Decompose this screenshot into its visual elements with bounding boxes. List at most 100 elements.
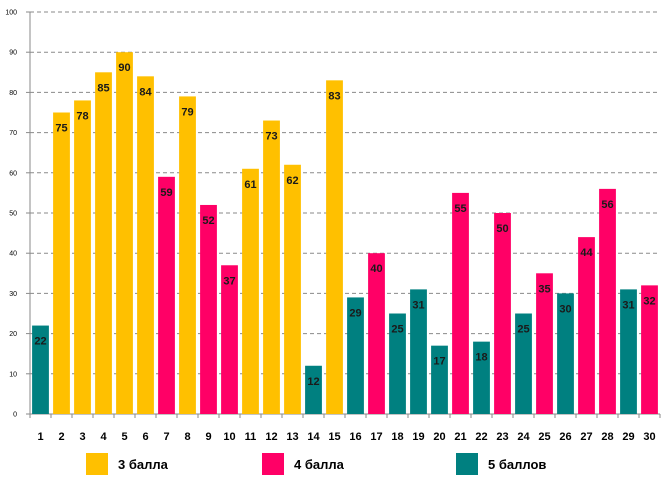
- data-label-18: 25: [391, 324, 403, 336]
- y-tick-label-100: 100: [5, 10, 17, 17]
- data-label-25: 35: [538, 283, 550, 295]
- data-label-28: 56: [601, 199, 613, 211]
- bar-29: [620, 289, 637, 414]
- data-label-21: 55: [454, 203, 466, 215]
- x-tick-label-30: 30: [643, 431, 655, 443]
- x-tick-label-5: 5: [121, 431, 127, 443]
- bars: [32, 52, 658, 415]
- x-tick-label-12: 12: [265, 431, 277, 443]
- x-tick-label-13: 13: [286, 431, 298, 443]
- data-label-22: 18: [475, 352, 487, 364]
- data-label-26: 30: [559, 303, 571, 315]
- x-tick-label-3: 3: [79, 431, 85, 443]
- x-tick-label-6: 6: [142, 431, 148, 443]
- x-tick-label-25: 25: [538, 431, 550, 443]
- x-tick-label-2: 2: [58, 431, 64, 443]
- bar-13: [284, 164, 301, 414]
- x-tick-label-4: 4: [100, 431, 107, 443]
- x-tick-label-27: 27: [580, 431, 592, 443]
- data-label-15: 83: [328, 90, 340, 102]
- x-tick-label-11: 11: [245, 431, 257, 443]
- bar-24: [515, 313, 532, 414]
- data-label-5: 90: [118, 62, 130, 74]
- bar-22: [473, 341, 490, 414]
- bar-23: [494, 213, 511, 414]
- x-tick-label-22: 22: [475, 431, 487, 443]
- x-tick-label-21: 21: [454, 431, 466, 443]
- bar-2: [53, 112, 70, 414]
- data-label-20: 17: [433, 356, 445, 368]
- x-tick-label-23: 23: [496, 431, 508, 443]
- data-label-19: 31: [412, 299, 424, 311]
- bar-19: [410, 289, 427, 414]
- y-tick-label-80: 80: [9, 90, 17, 97]
- data-label-6: 84: [139, 86, 152, 98]
- bar-17: [368, 253, 385, 414]
- x-tick-label-14: 14: [307, 431, 320, 443]
- y-tick-label-60: 60: [9, 170, 17, 177]
- bar-12: [263, 120, 280, 414]
- x-tick-label-18: 18: [391, 431, 403, 443]
- grid-lines: [30, 11, 660, 375]
- x-tick-label-8: 8: [184, 431, 190, 443]
- x-tick-label-29: 29: [622, 431, 634, 443]
- legend-swatch-3-balla: [86, 453, 108, 475]
- y-tick-label-70: 70: [9, 130, 17, 137]
- x-tick-label-10: 10: [223, 431, 235, 443]
- bar-14: [305, 365, 322, 414]
- x-tick-label-16: 16: [349, 431, 361, 443]
- data-label-10: 37: [223, 275, 235, 287]
- bar-15: [326, 80, 343, 414]
- bar-10: [221, 265, 238, 414]
- legend-item-4-balla: 4 балла: [262, 452, 344, 476]
- bar-21: [452, 192, 469, 414]
- bar-18: [389, 313, 406, 414]
- data-label-11: 61: [244, 179, 256, 191]
- bar-3: [74, 100, 91, 414]
- x-tick-label-28: 28: [601, 431, 613, 443]
- x-tick-label-19: 19: [412, 431, 424, 443]
- bar-20: [431, 345, 448, 414]
- data-label-7: 59: [160, 187, 172, 199]
- x-tick-label-26: 26: [559, 431, 571, 443]
- legend-swatch-5-ballov: [456, 453, 478, 475]
- bar-28: [599, 188, 616, 414]
- data-label-12: 73: [265, 131, 277, 143]
- bar-8: [179, 96, 196, 415]
- y-tick-label-20: 20: [9, 331, 17, 338]
- bar-5: [116, 52, 133, 414]
- y-tick-label-0: 0: [13, 412, 17, 419]
- x-tick-label-15: 15: [328, 431, 340, 443]
- data-label-16: 29: [349, 307, 361, 319]
- x-tick-label-9: 9: [205, 431, 211, 443]
- x-tick-label-20: 20: [433, 431, 445, 443]
- data-label-30: 32: [643, 295, 655, 307]
- data-label-29: 31: [622, 299, 634, 311]
- data-label-3: 78: [76, 110, 88, 122]
- legend-item-3-balla: 3 балла: [86, 452, 168, 476]
- bar-25: [536, 273, 553, 414]
- data-label-27: 44: [580, 247, 593, 259]
- bar-4: [95, 72, 112, 415]
- x-tick-label-24: 24: [517, 431, 530, 443]
- bar-7: [158, 176, 175, 414]
- data-label-24: 25: [517, 324, 529, 336]
- data-label-14: 12: [307, 376, 319, 388]
- bar-27: [578, 237, 595, 414]
- legend-swatch-4-balla: [262, 453, 284, 475]
- bar-9: [200, 204, 217, 414]
- data-label-2: 75: [55, 123, 67, 135]
- y-tick-label-10: 10: [9, 371, 17, 378]
- bar-11: [242, 168, 259, 414]
- legend-label-4-balla: 4 балла: [294, 456, 344, 472]
- data-labels: 22 75 78 85 90 84 59 79 52 37 61 73 62 12 83 29 40 25 31 17…: [34, 62, 655, 388]
- y-tick-label-50: 50: [9, 211, 17, 218]
- bar-30: [641, 285, 658, 414]
- bar-26: [557, 293, 574, 414]
- bar-16: [347, 297, 364, 414]
- x-tick-label-7: 7: [163, 431, 169, 443]
- legend-label-3-balla: 3 балла: [118, 456, 168, 472]
- bar-6: [137, 76, 154, 414]
- bar-1: [32, 325, 49, 414]
- data-label-13: 62: [286, 175, 298, 187]
